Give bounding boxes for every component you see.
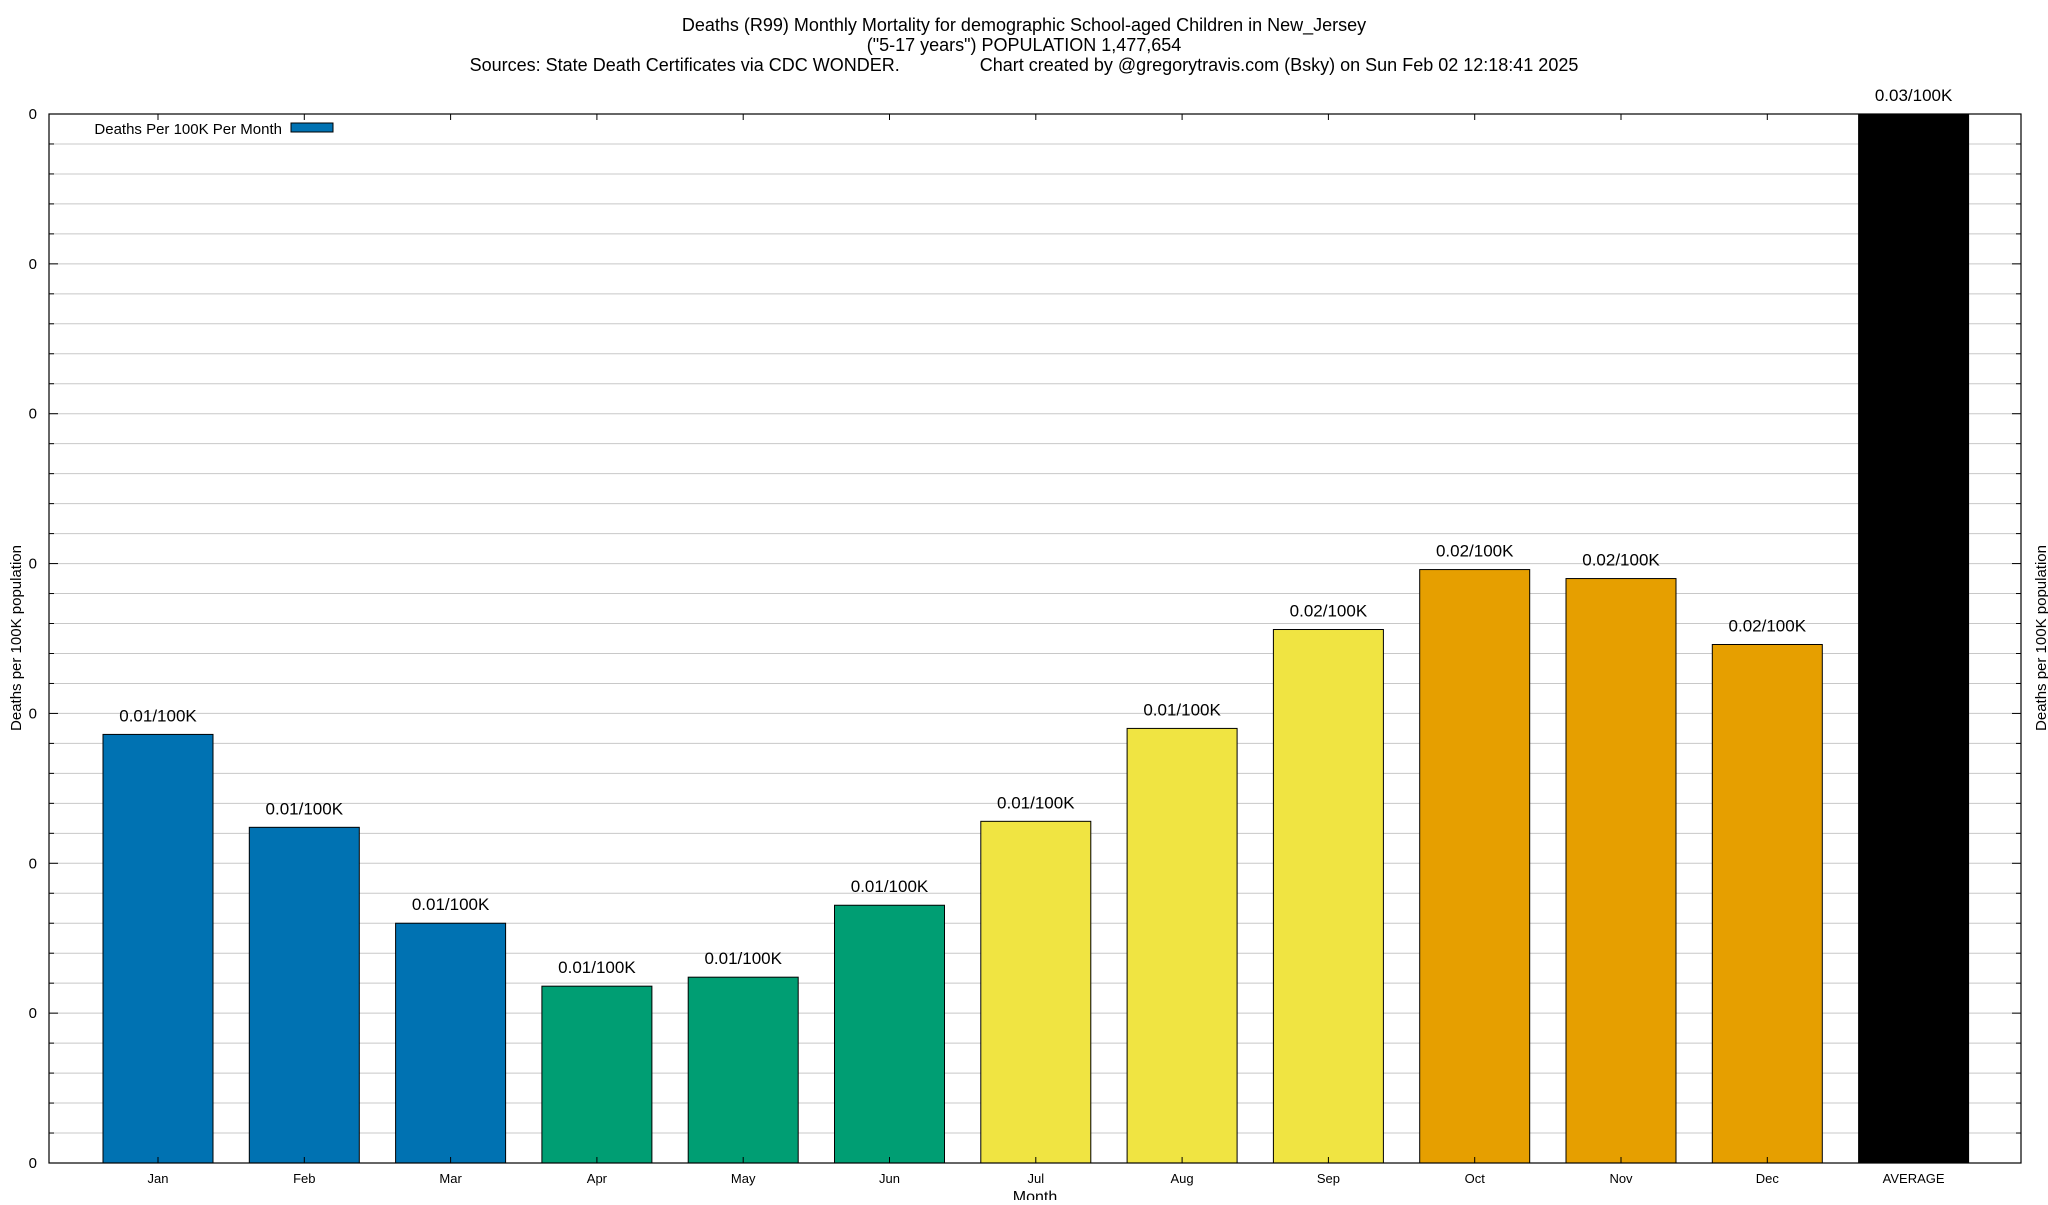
data-label-jan: 0.01/100K xyxy=(119,706,197,725)
y-axis-ticks: 0 0 0 0 0 0 0 0 xyxy=(29,106,2021,1172)
x-tick-label-oct: Oct xyxy=(1465,1171,1486,1186)
x-axis-tick-labels: Jan Feb Mar Apr May Jun Jul Aug Sep Oct Nov Dec AVER… xyxy=(148,114,1945,1186)
data-label-mar: 0.01/100K xyxy=(412,895,490,914)
x-tick-label-aug: Aug xyxy=(1171,1171,1194,1186)
y-tick-label: 0 xyxy=(29,705,37,722)
y-tick-label: 0 xyxy=(29,556,37,573)
bar-nov xyxy=(1565,578,1677,1164)
x-tick-label-jan: Jan xyxy=(148,1171,169,1186)
data-label-nov: 0.02/100K xyxy=(1582,551,1660,570)
x-tick-label-mar: Mar xyxy=(439,1171,462,1186)
bar-jul xyxy=(980,820,1092,1164)
x-tick-label-nov: Nov xyxy=(1609,1171,1633,1186)
x-axis-label: Month xyxy=(1013,1189,1057,1200)
bar-jan xyxy=(102,733,214,1164)
title-line-1: Deaths (R99) Monthly Mortality for demog… xyxy=(682,15,1366,36)
data-label-feb: 0.01/100K xyxy=(266,799,344,818)
x-tick-label-sep: Sep xyxy=(1317,1171,1340,1186)
title-line-2: ("5-17 years") POPULATION 1,477,654 xyxy=(867,35,1182,55)
title-line-3: Sources: State Death Certificates via CD… xyxy=(470,55,1579,75)
data-label-aug: 0.01/100K xyxy=(1143,700,1221,719)
bar-apr xyxy=(541,985,653,1164)
plot-frame xyxy=(48,113,2022,1164)
data-labels: 0.01/100K 0.01/100K 0.01/100K 0.01/100K 0.01… xyxy=(119,86,1953,977)
y-tick-label: 0 xyxy=(29,1155,37,1172)
y-tick-label: 0 xyxy=(29,855,37,872)
x-tick-label-jun: Jun xyxy=(879,1171,900,1186)
legend: Deaths Per 100K Per Month xyxy=(94,121,334,138)
y-tick-label: 0 xyxy=(29,1005,37,1022)
legend-label: Deaths Per 100K Per Month xyxy=(94,121,282,138)
bar-jun xyxy=(834,904,945,1164)
grid-lines xyxy=(49,143,2021,1134)
bar-oct xyxy=(1419,569,1531,1164)
x-tick-label-dec: Dec xyxy=(1756,1171,1780,1186)
y-tick-label: 0 xyxy=(29,256,37,273)
x-tick-label-jul: Jul xyxy=(1027,1171,1044,1186)
y-axis-label-right: Deaths per 100K population xyxy=(2033,545,2048,731)
data-label-jun: 0.01/100K xyxy=(851,877,929,896)
y-tick-label: 0 xyxy=(29,406,37,423)
y-axis-label-left: Deaths per 100K population xyxy=(8,545,25,731)
bar-may xyxy=(687,976,799,1164)
x-tick-label-may: May xyxy=(731,1171,756,1186)
bars xyxy=(102,113,1970,1164)
data-label-sep: 0.02/100K xyxy=(1290,602,1368,621)
data-label-apr: 0.01/100K xyxy=(558,958,636,977)
data-label-oct: 0.02/100K xyxy=(1436,542,1514,561)
bar-average xyxy=(1858,113,1970,1164)
bar-aug xyxy=(1126,727,1238,1164)
x-tick-label-average: AVERAGE xyxy=(1883,1171,1945,1186)
bar-sep xyxy=(1272,629,1384,1164)
bar-mar xyxy=(395,922,507,1164)
x-tick-label-apr: Apr xyxy=(587,1171,608,1186)
x-tick-label-feb: Feb xyxy=(293,1171,315,1186)
bar-feb xyxy=(248,826,360,1164)
legend-swatch xyxy=(290,122,334,133)
data-label-jul: 0.01/100K xyxy=(997,793,1075,812)
y-tick-label: 0 xyxy=(29,106,37,123)
chart-title: Deaths (R99) Monthly Mortality for demog… xyxy=(470,15,1579,75)
data-label-dec: 0.02/100K xyxy=(1729,616,1807,635)
data-label-may: 0.01/100K xyxy=(704,949,782,968)
data-label-average: 0.03/100K xyxy=(1875,86,1953,105)
bar-dec xyxy=(1711,643,1823,1164)
